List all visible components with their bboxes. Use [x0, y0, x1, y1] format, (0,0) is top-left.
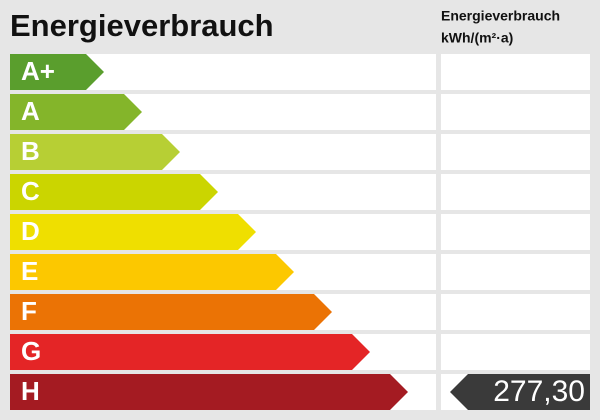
value-cell: [441, 334, 590, 370]
class-label: B: [21, 136, 40, 166]
class-label: C: [21, 176, 40, 206]
class-arrow: [10, 294, 332, 330]
class-label: D: [21, 216, 40, 246]
class-label: G: [21, 336, 41, 366]
class-arrow: [10, 94, 142, 130]
class-arrow: [10, 254, 294, 290]
class-label: A: [21, 96, 40, 126]
class-arrow: [10, 334, 370, 370]
value-cell: [441, 174, 590, 210]
title: Energieverbrauch: [10, 8, 274, 43]
value-cell: [441, 254, 590, 290]
value-cell: [441, 214, 590, 250]
class-label: H: [21, 376, 40, 406]
class-arrow: [10, 54, 104, 90]
value-text: 277,30: [493, 375, 585, 408]
class-label: A+: [21, 56, 55, 86]
class-arrow: [10, 374, 408, 410]
class-label: E: [21, 256, 38, 286]
class-arrow: [10, 214, 256, 250]
value-indicator: [450, 374, 590, 410]
value-header: kWh/(m²·a): [441, 30, 513, 46]
value-cell: [441, 294, 590, 330]
value-cell: [441, 134, 590, 170]
value-header: Energieverbrauch: [441, 8, 560, 24]
class-arrow: [10, 174, 218, 210]
value-cell: [441, 54, 590, 90]
class-label: F: [21, 296, 37, 326]
class-arrow: [10, 134, 180, 170]
value-cell: [441, 94, 590, 130]
